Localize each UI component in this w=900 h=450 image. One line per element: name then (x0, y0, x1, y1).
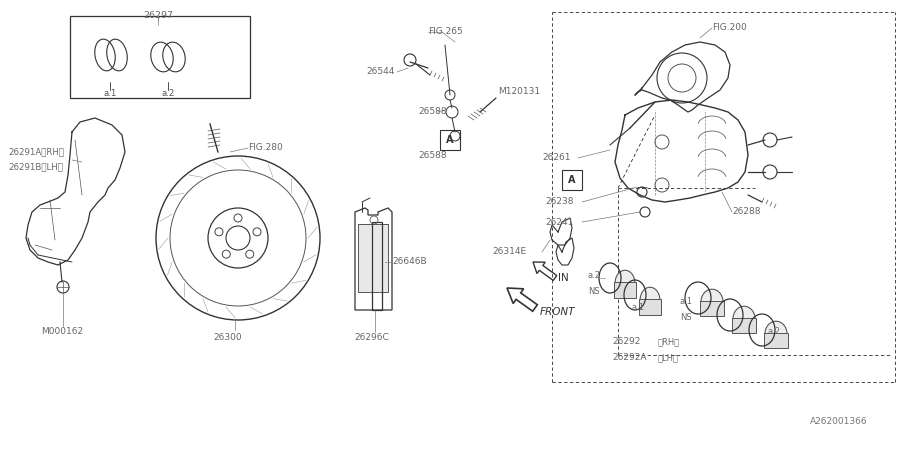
Text: 26288: 26288 (732, 207, 760, 216)
Ellipse shape (701, 289, 723, 315)
Text: 26314E: 26314E (492, 248, 526, 256)
Text: A262001366: A262001366 (810, 418, 868, 427)
Text: A: A (568, 175, 576, 185)
Text: 26297: 26297 (143, 10, 173, 19)
Text: NS: NS (589, 288, 600, 297)
Text: 〈LH〉: 〈LH〉 (658, 354, 679, 363)
Text: 26261: 26261 (542, 153, 571, 162)
Text: a.2: a.2 (587, 270, 600, 279)
Ellipse shape (733, 306, 755, 332)
Bar (358, 224, 388, 292)
Text: IN: IN (558, 273, 569, 283)
Text: 26291A〈RH〉: 26291A〈RH〉 (8, 148, 64, 157)
Text: 26291B〈LH〉: 26291B〈LH〉 (8, 162, 63, 171)
Text: 〈RH〉: 〈RH〉 (658, 338, 680, 346)
Text: a.1: a.1 (104, 90, 117, 99)
Text: a.2: a.2 (161, 90, 175, 99)
Text: 26241: 26241 (545, 217, 573, 226)
Text: 26646B: 26646B (392, 257, 427, 266)
Text: 26588: 26588 (418, 150, 446, 159)
Text: FIG.265: FIG.265 (428, 27, 463, 36)
Bar (764, 333, 788, 348)
Text: NS: NS (680, 314, 692, 323)
Text: 26296C: 26296C (355, 333, 390, 342)
Text: 26588: 26588 (418, 108, 446, 117)
Text: a.1: a.1 (632, 303, 644, 312)
Text: 26300: 26300 (213, 333, 242, 342)
Text: a.2: a.2 (768, 328, 781, 337)
Bar (732, 318, 756, 333)
Text: A: A (446, 135, 454, 145)
Bar (614, 282, 636, 298)
Text: 26544: 26544 (366, 68, 395, 76)
Bar (70, 16, 250, 98)
Ellipse shape (640, 287, 660, 313)
Ellipse shape (765, 321, 787, 347)
Bar (562, 170, 582, 190)
Text: FIG.200: FIG.200 (712, 23, 747, 32)
Bar (700, 301, 724, 316)
Text: FIG.280: FIG.280 (248, 144, 283, 153)
Bar (440, 130, 460, 150)
Text: 26292: 26292 (612, 338, 641, 346)
Ellipse shape (615, 270, 634, 296)
Text: M120131: M120131 (498, 87, 540, 96)
Text: a.1: a.1 (679, 297, 692, 306)
Text: FRONT: FRONT (540, 307, 575, 317)
Text: 26292A: 26292A (612, 354, 646, 363)
Text: 26238: 26238 (545, 198, 573, 207)
Bar (639, 299, 661, 315)
Text: M000162: M000162 (40, 328, 83, 337)
